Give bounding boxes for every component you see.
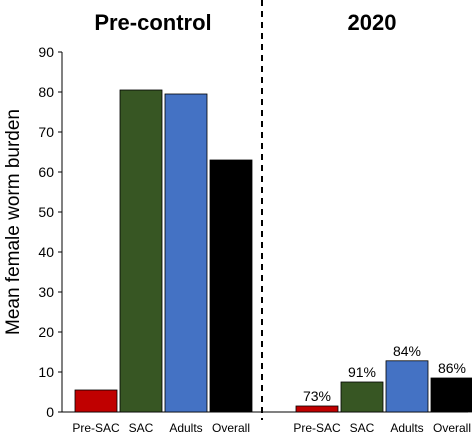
bar-2020-sac <box>340 381 384 413</box>
bars: Pre-SAC SAC Adults Overall Pre-SAC 73% SAC 91% A… <box>72 89 472 435</box>
x-category-label: Pre-SAC <box>293 421 341 435</box>
bar-pre-control-adults <box>164 93 208 413</box>
bar-2020-pre-sac <box>295 405 339 413</box>
y-tick-label: 80 <box>38 84 54 100</box>
x-category-label: SAC <box>350 421 375 435</box>
y-tick-label: 30 <box>38 284 54 300</box>
panel-title-pre-control: Pre-control <box>94 10 211 35</box>
y-tick-label: 20 <box>38 324 54 340</box>
y-tick-label: 50 <box>38 204 54 220</box>
bar-2020-overall <box>430 377 472 413</box>
y-tick-label: 70 <box>38 124 54 140</box>
data-label: 73% <box>303 388 331 404</box>
panel-title-2020: 2020 <box>348 10 397 35</box>
y-tick-label: 40 <box>38 244 54 260</box>
bar-pre-control-sac <box>119 89 163 413</box>
y-axis: 0 10 20 30 40 50 60 70 80 90 <box>38 44 62 420</box>
x-category-label: Pre-SAC <box>72 421 120 435</box>
bar-pre-control-pre-sac <box>74 389 118 413</box>
x-category-label: Overall <box>433 421 471 435</box>
x-category-label: SAC <box>129 421 154 435</box>
bar-pre-control-overall <box>209 159 253 413</box>
bar-2020-adults <box>385 360 429 413</box>
data-label: 86% <box>438 360 466 376</box>
y-tick-label: 90 <box>38 44 54 60</box>
x-category-label: Overall <box>212 421 250 435</box>
y-axis-label: Mean female worm burden <box>3 109 24 335</box>
y-tick-label: 10 <box>38 364 54 380</box>
data-label: 84% <box>393 343 421 359</box>
x-category-label: Adults <box>169 421 202 435</box>
data-label: 91% <box>348 364 376 380</box>
y-tick-label: 60 <box>38 164 54 180</box>
y-tick-label: 0 <box>46 404 54 420</box>
x-category-label: Adults <box>390 421 423 435</box>
